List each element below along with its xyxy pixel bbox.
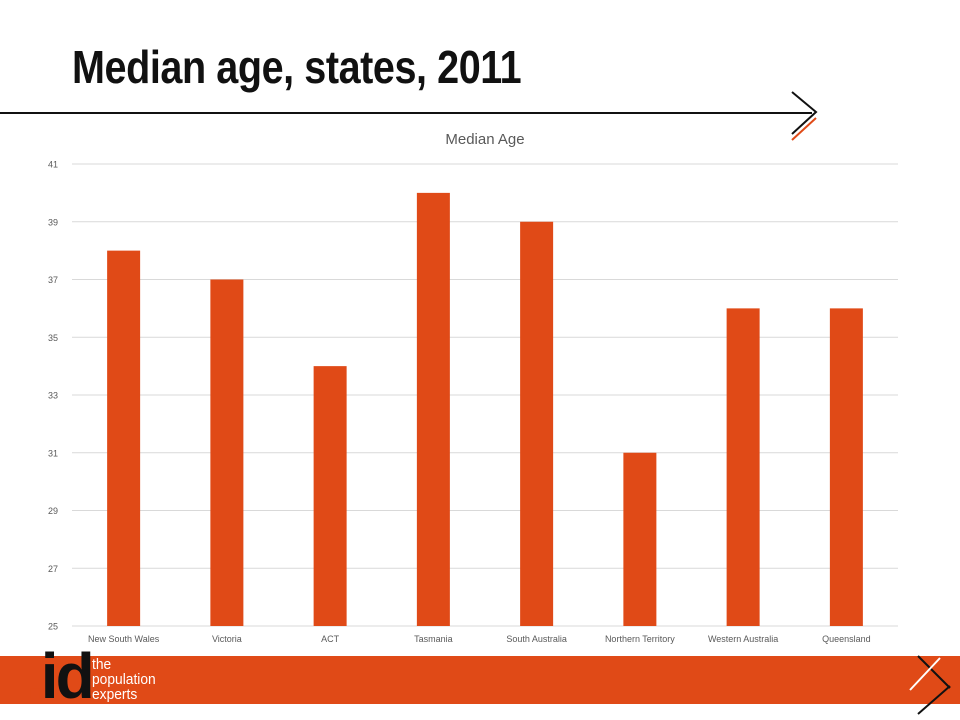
bar [829,308,863,626]
bar [520,221,554,626]
title-divider [0,112,812,114]
y-tick-label: 39 [48,217,58,227]
logo-tagline-line: experts [92,686,138,703]
logo-tagline-line: the [92,656,112,673]
x-tick-label: Tasmania [414,634,453,644]
x-tick-label: ACT [321,634,340,644]
logo-dot: . [26,640,44,712]
logo-tagline: the population experts [92,657,156,702]
x-tick-label: Northern Territory [605,634,675,644]
chevron-right-icon [791,91,818,141]
x-tick-label: Western Australia [708,634,778,644]
median-age-chart: Median Age 25 27 29 31 33 35 37 39 41 New South Wa… [48,131,898,644]
bar [726,308,760,626]
x-tick-label: Victoria [212,634,242,644]
bar [210,279,244,626]
company-logo: .id [26,644,95,708]
y-tick-label: 27 [48,564,58,574]
x-tick-label: New South Wales [88,634,160,644]
bar [313,366,347,626]
x-tick-label: Queensland [822,634,871,644]
logo-mark: id [40,640,95,712]
y-tick-label: 31 [48,448,58,458]
y-tick-label: 29 [48,506,58,516]
y-tick-label: 25 [48,622,58,632]
bar [623,452,657,626]
y-tick-label: 33 [48,391,58,401]
logo-tagline-line: population [92,671,156,688]
x-tick-label: South Australia [506,634,567,644]
y-tick-label: 35 [48,333,58,343]
y-tick-label: 37 [48,275,58,285]
chart-title: Median Age [445,131,524,148]
bar [416,192,450,626]
bar [107,250,141,626]
y-tick-label: 41 [48,160,58,170]
footer-bar [0,656,960,704]
corner-chevron-icon [909,655,951,715]
slide-title: Median age, states, 2011 [72,41,522,93]
